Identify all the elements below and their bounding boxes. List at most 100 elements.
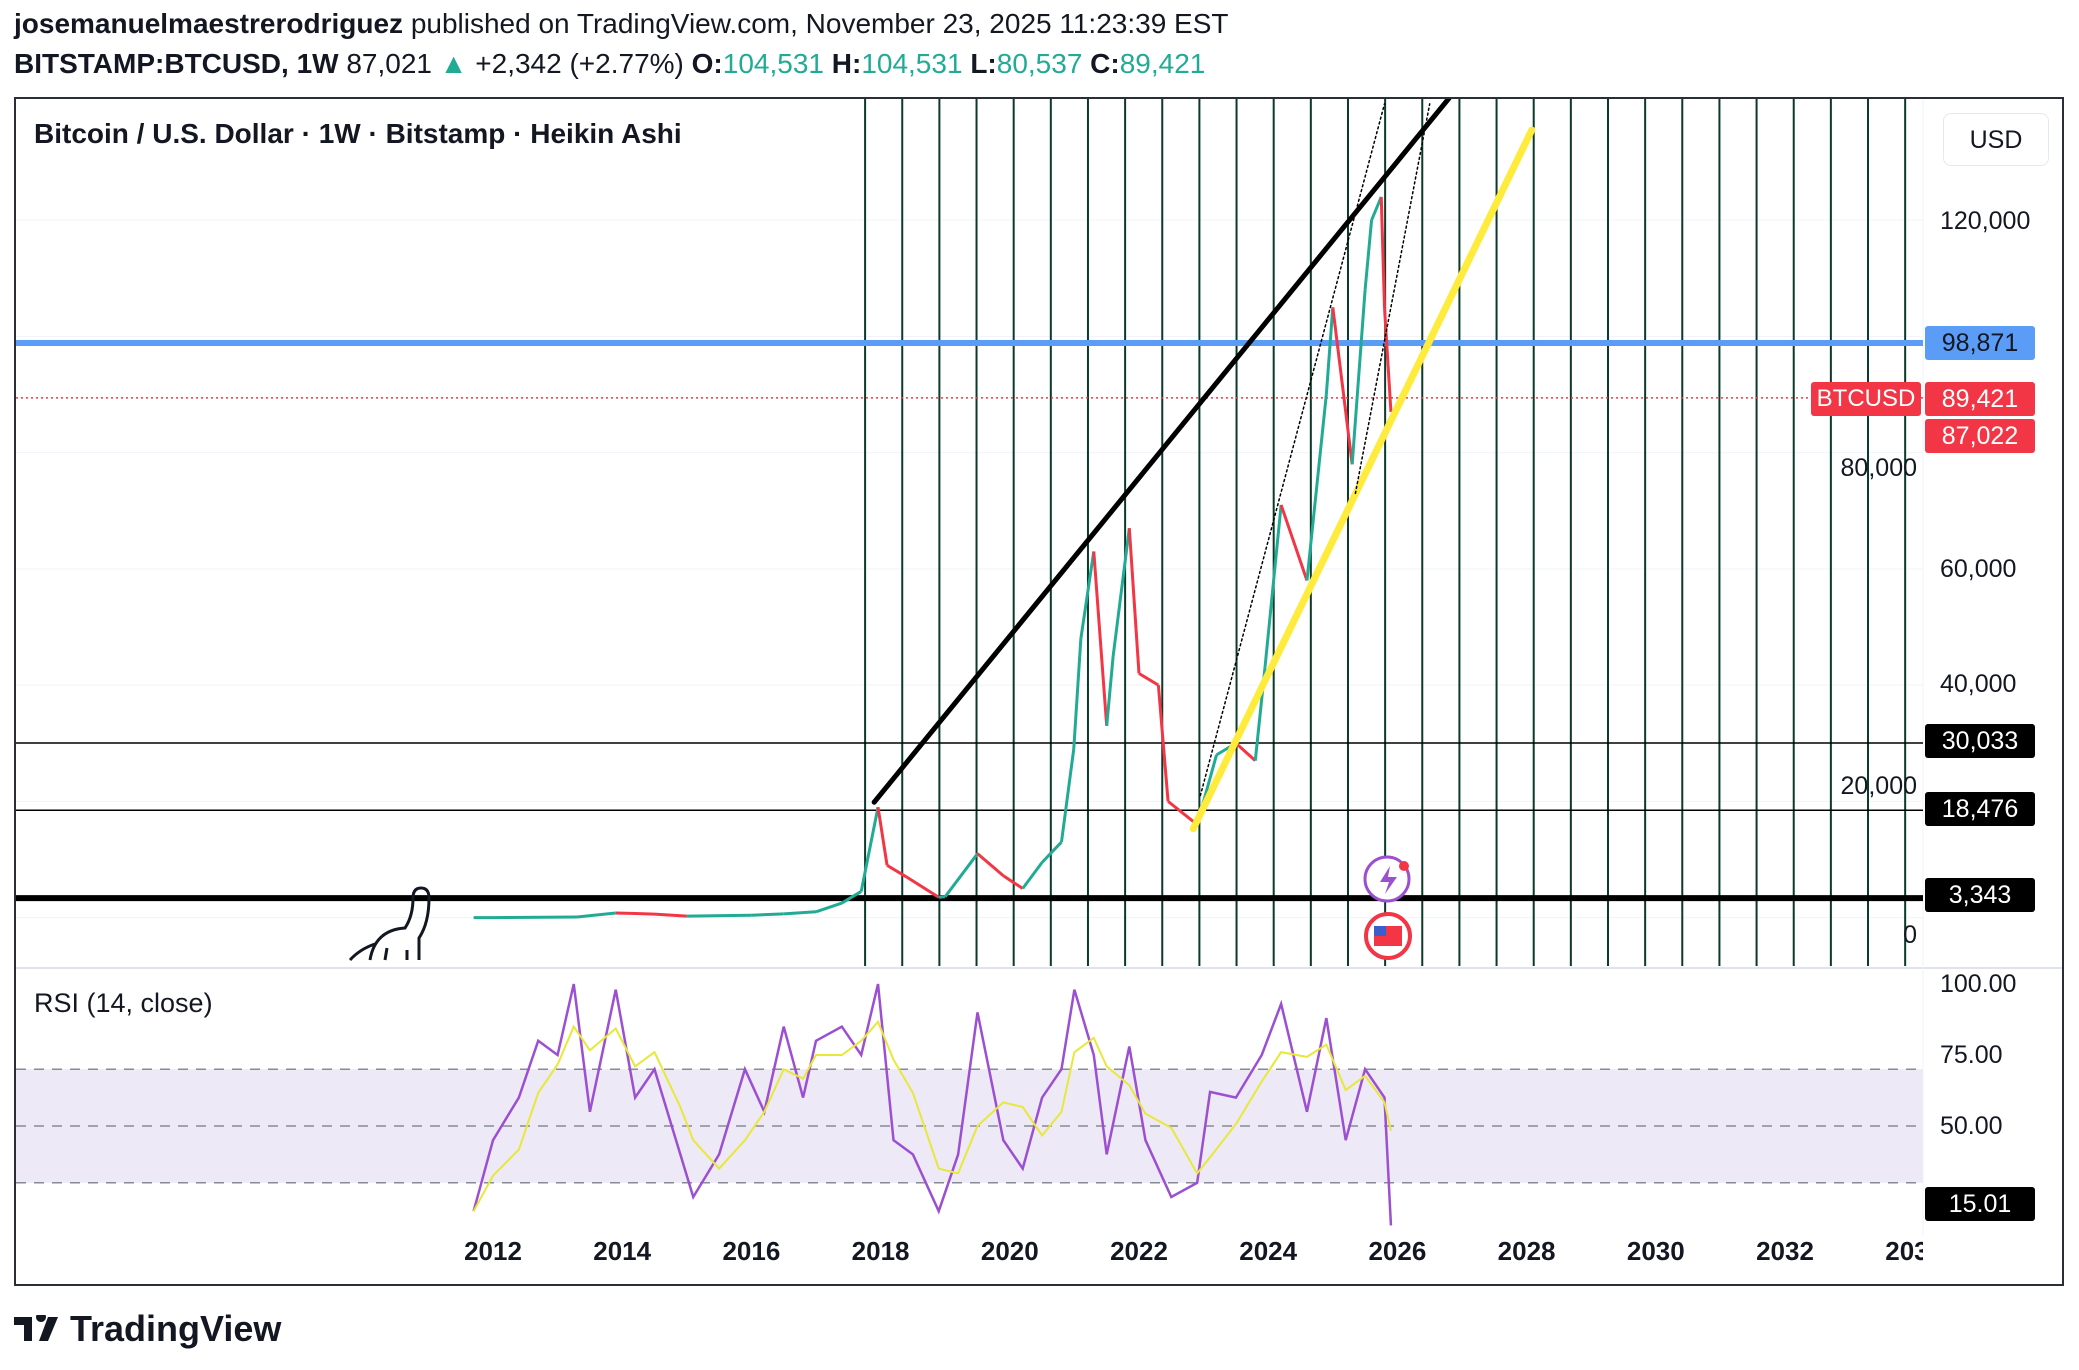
tradingview-logo[interactable]: TradingView	[14, 1308, 281, 1350]
price-segment	[1105, 655, 1115, 726]
level-label: 18,476	[1925, 792, 2035, 826]
close-label: C:	[1090, 48, 1120, 79]
price-segment	[1382, 307, 1393, 413]
year-tick: 2024	[1239, 1236, 1298, 1266]
low-label: L:	[970, 48, 997, 79]
year-tick: 2034	[1885, 1236, 1923, 1266]
price-segment	[1059, 748, 1076, 843]
price-segment	[1324, 307, 1335, 395]
price-segment	[1331, 307, 1354, 465]
open-label: O:	[691, 48, 723, 79]
year-tick: 2014	[593, 1236, 652, 1266]
price-segment	[1079, 551, 1096, 639]
price-segment	[1002, 874, 1024, 890]
price-segment	[751, 912, 784, 917]
rsi-tick: 100.00	[1940, 970, 2017, 998]
price-segment	[1156, 684, 1170, 802]
time-axis[interactable]: 2012 2014 2016 2018 2020 2022 2024 2026 2028 2030…	[0, 1236, 1923, 1276]
chart-title: Bitcoin / U.S. Dollar · 1W · Bitstamp · …	[34, 118, 682, 149]
price-segment	[654, 912, 687, 918]
rsi-tick: 75.00	[1940, 1041, 2003, 1069]
last-price: 87,021	[346, 48, 432, 79]
rsi-tick: 50.00	[1940, 1112, 2003, 1140]
high-value: 104,531	[861, 48, 963, 79]
us-flag-canton	[1374, 926, 1386, 936]
price-segment	[686, 913, 752, 918]
year-tick: 2022	[1110, 1236, 1168, 1266]
year-tick: 2030	[1626, 1236, 1685, 1266]
close-price-label: 89,421	[1925, 382, 2035, 416]
price-segment	[876, 806, 889, 866]
close-value: 89,421	[1119, 48, 1206, 79]
price-segment	[1234, 742, 1257, 762]
price-segment	[1279, 504, 1309, 581]
rsi-title: RSI (14, close)	[34, 988, 213, 1018]
tradingview-logo-icon	[14, 1315, 58, 1341]
year-tick: 2016	[722, 1236, 781, 1266]
price-segment	[944, 852, 979, 898]
price-segment	[576, 911, 616, 919]
price-segment	[1350, 289, 1367, 465]
price-segment	[886, 864, 908, 879]
black-trend-line	[1199, 103, 1386, 797]
price-segment	[859, 806, 880, 892]
price-segment	[841, 890, 862, 905]
year-tick: 2018	[851, 1236, 910, 1266]
price-segment	[1363, 220, 1374, 291]
price-tick: 60,000	[1940, 555, 2017, 583]
symbol-info: BITSTAMP:BTCUSD, 1W 87,021 ▲ +2,342 (+2.…	[14, 48, 1205, 80]
notification-dot-icon	[1399, 861, 1409, 871]
price-segment	[1379, 196, 1386, 308]
dinosaur-icon	[348, 886, 431, 962]
rsi-ma-line	[472, 1020, 1392, 1212]
price-segment	[938, 895, 946, 899]
author: josemanuelmaestrerodriguez	[14, 8, 404, 39]
price-segment	[615, 911, 655, 916]
symbol: BITSTAMP:BTCUSD, 1W	[14, 48, 339, 79]
price-segment	[1041, 841, 1063, 864]
price-change: +2,342 (+2.77%)	[475, 48, 684, 79]
price-segment	[1263, 504, 1283, 668]
lightning-icon	[1380, 866, 1397, 894]
price-segment	[1370, 196, 1383, 221]
price-segment	[1305, 394, 1328, 581]
price-tick: 120,000	[1940, 207, 2031, 235]
rsi-value-label: 15.01	[1925, 1187, 2035, 1221]
price-segment	[1167, 800, 1199, 826]
price-segment	[1021, 861, 1044, 890]
price-segment	[1072, 638, 1083, 750]
black-trend-line	[871, 99, 1452, 805]
price-segment	[815, 901, 843, 914]
price-segment	[1092, 551, 1109, 726]
low-value: 80,537	[996, 48, 1083, 79]
blue-line-price-label: 98,871	[1925, 326, 2035, 360]
year-tick: 2028	[1497, 1236, 1556, 1266]
price-segment	[783, 910, 817, 916]
published-text: published on TradingView.com, November 2…	[410, 8, 1229, 39]
level-label: 30,033	[1925, 724, 2035, 758]
year-tick: 2032	[1756, 1236, 1814, 1266]
price-segment	[1138, 672, 1160, 687]
price-tick: 0	[1903, 921, 1917, 949]
brand-name: TradingView	[70, 1308, 282, 1349]
publish-info: josemanuelmaestrerodriguez published on …	[14, 8, 1229, 40]
price-tick: 20,000	[1840, 772, 1917, 800]
price-segment	[492, 915, 577, 920]
price-tick: 40,000	[1940, 670, 2017, 698]
black-trend-line	[1354, 103, 1431, 495]
up-arrow-icon: ▲	[439, 48, 468, 79]
open-value: 104,531	[722, 48, 824, 79]
year-tick: 2026	[1368, 1236, 1427, 1266]
currency-button[interactable]: USD	[1943, 113, 2049, 166]
level-label: 3,343	[1925, 878, 2035, 912]
price-segment	[1111, 528, 1131, 657]
symbol-tag: BTCUSD	[1811, 382, 1921, 416]
price-segment	[1127, 528, 1141, 674]
price-tick: 80,000	[1840, 454, 1917, 482]
countdown-price-label: 87,022	[1925, 419, 2035, 453]
rsi-line	[472, 983, 1393, 1226]
high-label: H:	[831, 48, 862, 79]
price-segment	[905, 875, 940, 899]
year-tick: 2012	[464, 1236, 522, 1266]
